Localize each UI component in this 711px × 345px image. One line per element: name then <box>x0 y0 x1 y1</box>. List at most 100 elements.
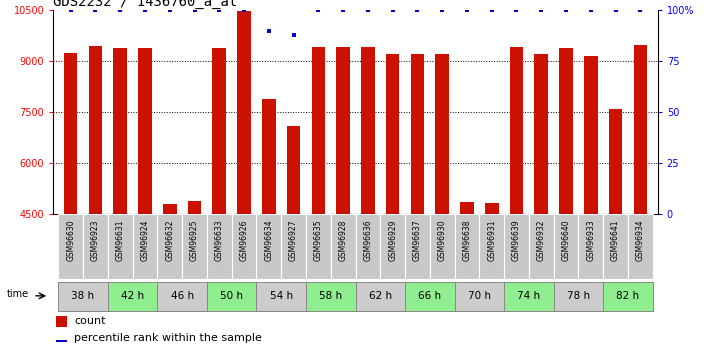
Bar <box>454 214 479 279</box>
Text: GDS2232 / 1436760_a_at: GDS2232 / 1436760_a_at <box>53 0 237 9</box>
Text: GSM96630: GSM96630 <box>66 219 75 261</box>
Bar <box>56 315 68 327</box>
Bar <box>405 282 454 311</box>
Text: 78 h: 78 h <box>567 291 590 301</box>
Bar <box>257 214 281 279</box>
Bar <box>411 55 424 214</box>
Text: GSM96631: GSM96631 <box>116 219 124 260</box>
Text: GSM96924: GSM96924 <box>141 219 149 260</box>
Text: GSM96931: GSM96931 <box>487 219 496 260</box>
Bar <box>560 48 573 214</box>
Text: GSM96929: GSM96929 <box>388 219 397 260</box>
Text: GSM96930: GSM96930 <box>438 219 447 261</box>
Point <box>437 8 448 13</box>
Text: 74 h: 74 h <box>518 291 540 301</box>
Point <box>560 8 572 13</box>
Text: 46 h: 46 h <box>171 291 193 301</box>
Text: GSM96640: GSM96640 <box>562 219 570 261</box>
Bar <box>232 214 257 279</box>
Point <box>510 8 522 13</box>
Text: GSM96633: GSM96633 <box>215 219 224 261</box>
Bar <box>405 214 430 279</box>
Bar <box>108 282 157 311</box>
Text: 38 h: 38 h <box>72 291 95 301</box>
Bar <box>163 204 176 214</box>
Bar <box>83 214 108 279</box>
Bar <box>207 282 257 311</box>
Point <box>313 8 324 13</box>
Point <box>585 8 597 13</box>
Text: count: count <box>75 316 106 326</box>
Bar <box>380 214 405 279</box>
Point <box>213 8 225 13</box>
Bar <box>213 48 226 214</box>
Bar <box>311 47 325 214</box>
Text: GSM96635: GSM96635 <box>314 219 323 261</box>
Text: GSM96923: GSM96923 <box>91 219 100 260</box>
Text: GSM96927: GSM96927 <box>289 219 298 260</box>
Bar <box>132 214 157 279</box>
Bar <box>257 282 306 311</box>
Bar <box>603 214 628 279</box>
Point <box>338 8 349 13</box>
Bar <box>454 282 504 311</box>
Text: GSM96932: GSM96932 <box>537 219 546 260</box>
Text: percentile rank within the sample: percentile rank within the sample <box>75 333 262 343</box>
Bar <box>634 45 647 214</box>
Point <box>65 8 76 13</box>
Point <box>263 28 274 33</box>
Bar <box>510 47 523 214</box>
Bar <box>331 214 356 279</box>
Bar <box>262 99 276 214</box>
Bar <box>356 214 380 279</box>
Bar <box>460 202 474 214</box>
Text: GSM96934: GSM96934 <box>636 219 645 261</box>
Bar <box>281 214 306 279</box>
Text: 62 h: 62 h <box>369 291 392 301</box>
Point <box>635 8 646 13</box>
Bar <box>504 214 529 279</box>
Text: GSM96641: GSM96641 <box>611 219 620 260</box>
Text: GSM96926: GSM96926 <box>240 219 249 260</box>
Text: GSM96636: GSM96636 <box>363 219 373 261</box>
Bar <box>554 214 579 279</box>
Text: 50 h: 50 h <box>220 291 243 301</box>
Point <box>164 8 176 13</box>
Bar <box>138 48 151 214</box>
Text: GSM96925: GSM96925 <box>190 219 199 260</box>
Bar <box>485 203 498 214</box>
Point <box>387 8 398 13</box>
Text: GSM96933: GSM96933 <box>587 219 595 261</box>
Text: 66 h: 66 h <box>418 291 442 301</box>
Point <box>238 8 250 13</box>
Point <box>90 8 101 13</box>
Bar <box>56 340 68 342</box>
Bar <box>306 282 356 311</box>
Point <box>461 8 473 13</box>
Bar <box>113 48 127 214</box>
Bar <box>356 282 405 311</box>
Point <box>535 8 547 13</box>
Bar <box>58 214 83 279</box>
Bar <box>237 11 251 214</box>
Point <box>486 8 498 13</box>
Text: 42 h: 42 h <box>121 291 144 301</box>
Text: 70 h: 70 h <box>468 291 491 301</box>
Text: GSM96637: GSM96637 <box>413 219 422 261</box>
Bar <box>435 55 449 214</box>
Text: 58 h: 58 h <box>319 291 342 301</box>
Bar <box>386 55 400 214</box>
Bar <box>430 214 454 279</box>
Point <box>610 8 621 13</box>
Bar <box>535 55 548 214</box>
Bar <box>157 214 182 279</box>
Bar <box>157 282 207 311</box>
Text: GSM96634: GSM96634 <box>264 219 273 261</box>
Bar <box>579 214 603 279</box>
Bar <box>529 214 554 279</box>
Point <box>114 8 126 13</box>
Bar <box>58 282 108 311</box>
Bar <box>361 47 375 214</box>
Text: GSM96638: GSM96638 <box>462 219 471 260</box>
Bar <box>287 126 300 214</box>
